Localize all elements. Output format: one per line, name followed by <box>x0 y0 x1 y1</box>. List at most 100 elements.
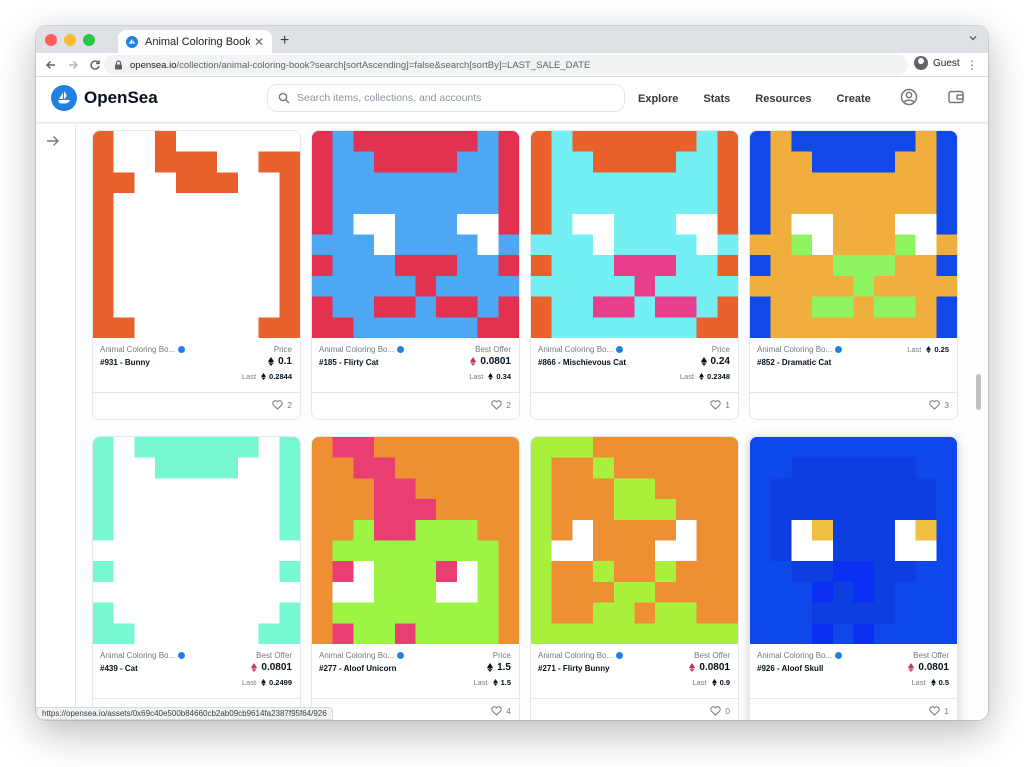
url-host: opensea.io <box>130 59 177 71</box>
opensea-logo[interactable]: OpenSea <box>51 85 158 111</box>
favorite-button[interactable]: 1 <box>929 706 949 716</box>
last-sale-amount: 0.34 <box>496 372 511 381</box>
asset-card[interactable]: Animal Coloring Bo... #271 - Flirty Bunn… <box>530 436 739 720</box>
verified-badge-icon <box>616 346 624 353</box>
last-sale-amount: 0.25 <box>934 345 949 354</box>
minimize-window-button[interactable] <box>64 34 76 46</box>
favorite-button[interactable]: 4 <box>491 706 511 716</box>
last-sale: Last 0.34 <box>469 372 511 381</box>
reload-icon <box>90 59 100 70</box>
price-amount: 0.24 <box>710 356 730 367</box>
eth-icon <box>930 679 936 686</box>
nav-stats[interactable]: Stats <box>703 93 731 105</box>
asset-card[interactable]: Animal Coloring Bo... #185 - Flirty Cat … <box>311 130 520 420</box>
favorite-button[interactable]: 2 <box>272 400 292 410</box>
favorite-count: 2 <box>287 400 292 410</box>
close-tab-icon[interactable]: ✕ <box>253 34 264 49</box>
card-footer: 1 <box>750 699 957 720</box>
favorite-button[interactable]: 1 <box>710 400 730 410</box>
nft-image <box>750 131 957 338</box>
asset-card[interactable]: Animal Coloring Bo... #439 - Cat Best Of… <box>92 436 301 720</box>
favorite-button[interactable]: 3 <box>929 400 949 410</box>
card-info: Animal Coloring Bo... #439 - Cat Best Of… <box>93 644 300 699</box>
price-label: Best Offer <box>694 651 730 660</box>
forward-button[interactable] <box>62 54 84 76</box>
eth-icon <box>488 373 494 380</box>
search-input[interactable] <box>297 92 597 104</box>
guest-avatar-icon <box>914 56 928 70</box>
maximize-window-button[interactable] <box>83 34 95 46</box>
opensea-boat-icon <box>51 85 77 111</box>
opensea-favicon-icon <box>126 35 138 48</box>
price-label: Best Offer <box>256 651 292 660</box>
asset-card[interactable]: Animal Coloring Bo... #277 - Aloof Unico… <box>311 436 520 720</box>
price-value: 0.0801 <box>470 356 511 367</box>
last-sale-label: Last <box>679 372 695 381</box>
browser-menu-icon[interactable]: ⋮ <box>966 58 978 72</box>
verified-badge-icon <box>397 346 405 353</box>
price-amount: 0.0801 <box>480 356 511 367</box>
asset-card[interactable]: Animal Coloring Bo... #866 - Mischievous… <box>530 130 739 420</box>
verified-badge-icon <box>616 652 624 659</box>
eth-icon <box>261 679 266 686</box>
price-amount: 0.0801 <box>261 662 292 673</box>
eth-icon <box>251 663 258 672</box>
eth-icon <box>492 679 498 686</box>
collection-name: Animal Coloring Bo... <box>100 345 186 354</box>
vertical-scrollbar[interactable] <box>976 374 981 410</box>
last-sale: Last 0.2844 <box>242 372 292 381</box>
collection-name: Animal Coloring Bo... <box>100 651 186 660</box>
arrow-left-icon <box>45 60 55 69</box>
window-controls <box>45 34 95 46</box>
nav-explore[interactable]: Explore <box>638 93 679 105</box>
last-sale-amount: 0.2348 <box>707 372 730 381</box>
collection-label: Animal Coloring Bo... <box>319 651 395 660</box>
last-sale-amount: 0.2844 <box>269 372 292 381</box>
wallet-icon[interactable] <box>947 88 965 106</box>
last-sale: Last 0.25 <box>907 345 949 354</box>
search-bar[interactable] <box>267 84 625 112</box>
card-info: Animal Coloring Bo... #926 - Aloof Skull… <box>750 644 957 699</box>
new-tab-button[interactable]: + <box>280 32 290 49</box>
search-icon <box>278 92 290 104</box>
asset-card[interactable]: Animal Coloring Bo... #852 - Dramatic Ca… <box>749 130 958 420</box>
favorite-count: 3 <box>944 400 949 410</box>
verified-badge-icon <box>835 652 843 659</box>
reload-button[interactable] <box>84 54 106 76</box>
asset-card[interactable]: Animal Coloring Bo... #931 - Bunny Price… <box>92 130 301 420</box>
favorite-button[interactable]: 0 <box>710 706 730 716</box>
asset-name: #185 - Flirty Cat <box>319 358 379 367</box>
arrow-right-icon[interactable] <box>46 134 60 148</box>
eth-icon <box>908 663 915 672</box>
nav-resources[interactable]: Resources <box>755 93 812 105</box>
favorite-button[interactable]: 2 <box>491 400 511 410</box>
last-sale-label: Last <box>241 678 257 687</box>
account-circle-icon[interactable] <box>900 88 918 106</box>
tab-title: Animal Coloring Book - Collecti <box>145 35 250 48</box>
collection-label: Animal Coloring Bo... <box>319 345 395 354</box>
verified-badge-icon <box>835 346 843 353</box>
asset-card[interactable]: Animal Coloring Bo... #926 - Aloof Skull… <box>749 436 958 720</box>
heart-icon <box>710 400 721 410</box>
address-bar[interactable]: opensea.io/collection/animal-coloring-bo… <box>104 55 908 75</box>
nav-create[interactable]: Create <box>836 93 871 105</box>
asset-name: #931 - Bunny <box>100 358 150 367</box>
card-footer: 4 <box>312 699 519 720</box>
close-window-button[interactable] <box>45 34 57 46</box>
url-path: /collection/animal-coloring-book?search[… <box>176 59 591 71</box>
favorite-count: 2 <box>506 400 511 410</box>
eth-icon <box>689 663 696 672</box>
verified-badge-icon <box>397 652 405 659</box>
collection-name: Animal Coloring Bo... <box>538 345 624 354</box>
tab-search-chevron-icon[interactable] <box>968 33 978 43</box>
asset-name: #271 - Flirty Bunny <box>538 664 610 673</box>
price-label: Best Offer <box>475 345 511 354</box>
price-amount: 0.1 <box>278 356 292 367</box>
back-button[interactable] <box>40 54 62 76</box>
profile-button[interactable]: Guest <box>914 56 960 70</box>
collection-label: Animal Coloring Bo... <box>538 345 614 354</box>
nft-image <box>531 131 738 338</box>
last-sale-label: Last <box>241 372 257 381</box>
browser-tab[interactable]: Animal Coloring Book - Collecti ✕ <box>118 30 272 53</box>
favorite-count: 0 <box>725 706 730 716</box>
